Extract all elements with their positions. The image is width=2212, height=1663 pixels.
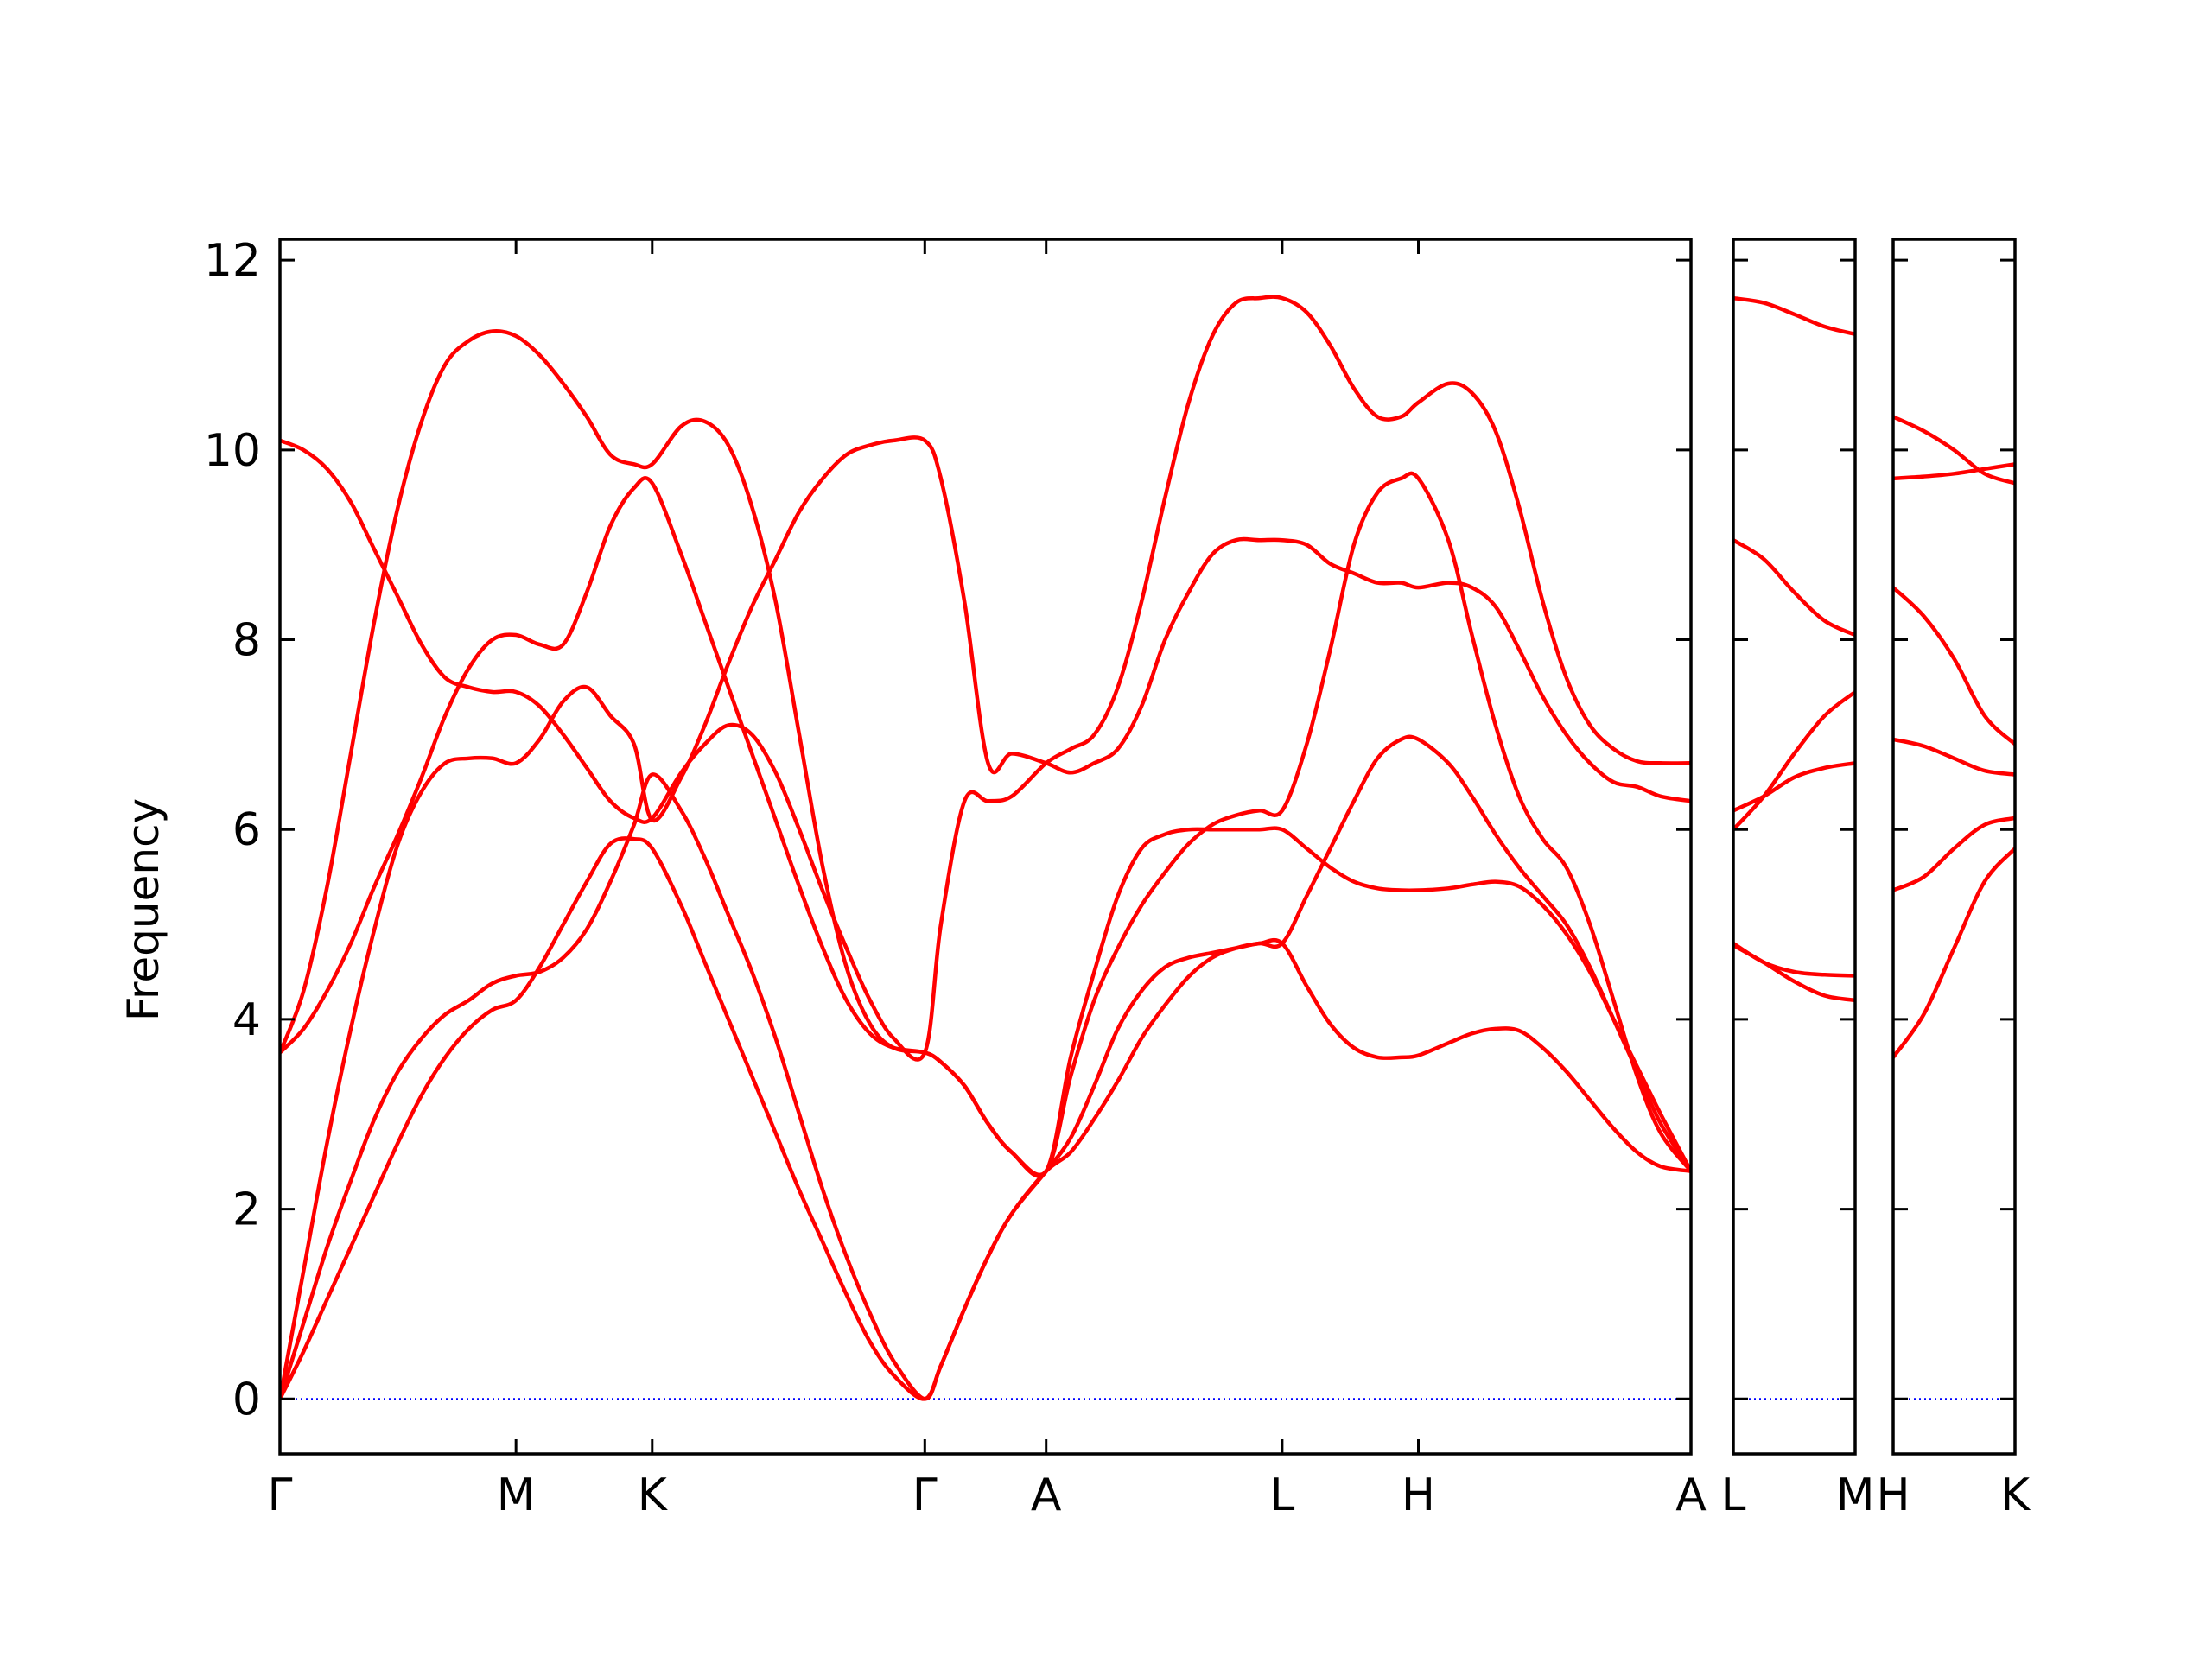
x-tick-label: K <box>638 1469 669 1521</box>
x-tick-label: Γ <box>268 1469 293 1521</box>
band-line-2 <box>1893 462 2015 481</box>
x-tick-label: K <box>2000 1469 2031 1521</box>
band-line-1 <box>1733 295 1855 337</box>
band-line-3 <box>1893 585 2015 746</box>
x-tick-label: A <box>1031 1469 1062 1521</box>
series-group <box>1733 295 1855 1003</box>
x-tick-label: H <box>1402 1469 1435 1521</box>
band-line-2 <box>280 734 1691 1401</box>
band-line-4 <box>1733 689 1855 832</box>
y-tick-label: 0 <box>232 1374 261 1425</box>
y-tick-label: 2 <box>232 1184 261 1236</box>
band-line-6 <box>1893 846 2015 1060</box>
x-tick-label: Γ <box>912 1469 938 1521</box>
band-line-5 <box>1893 816 2015 892</box>
band-line-4 <box>1893 737 2015 777</box>
series-group <box>1893 415 2015 1060</box>
panel-frame <box>278 238 1693 1456</box>
x-tick-label: M <box>1836 1469 1875 1521</box>
band-line-3 <box>1733 761 1855 813</box>
x-tick-label: A <box>1675 1469 1707 1521</box>
y-tick-label: 12 <box>204 235 261 287</box>
x-tick-label: L <box>1269 1469 1294 1521</box>
y-tick-label: 8 <box>232 615 261 667</box>
band-line-1 <box>1893 415 2015 486</box>
y-tick-label: 4 <box>232 994 261 1046</box>
band-line-2 <box>1733 537 1855 638</box>
panel-main: Γ M K Γ A L H A 0 2 4 6 8 10 12 <box>204 235 1707 1521</box>
x-tick-label: H <box>1876 1469 1910 1521</box>
y-axis-label: Frequency <box>118 798 168 1021</box>
band-line-3 <box>280 435 1691 1401</box>
x-tick-label: M <box>497 1469 536 1521</box>
y-tick-label: 10 <box>204 425 261 477</box>
panel-frame <box>1732 238 1857 1456</box>
series-group <box>280 295 1691 1401</box>
band-line-5 <box>1733 941 1855 978</box>
band-line-5 <box>280 329 1691 1177</box>
y-tick-label: 6 <box>232 804 261 856</box>
band-line-6 <box>280 295 1691 1062</box>
panel-frame <box>1891 238 2017 1456</box>
x-tick-label: L <box>1721 1469 1746 1521</box>
band-line-4 <box>280 476 1691 1178</box>
band-line-6 <box>1733 943 1855 1003</box>
